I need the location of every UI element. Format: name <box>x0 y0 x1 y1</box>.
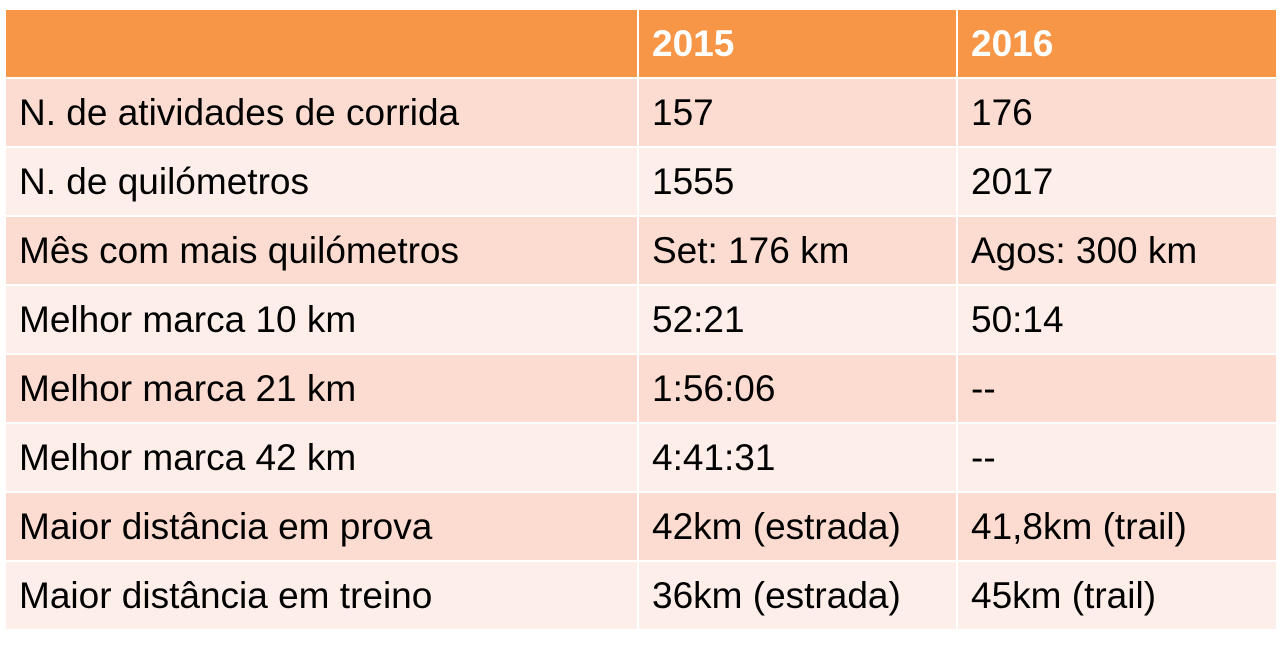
cell-2016: 45km (trail) <box>956 560 1278 631</box>
row-label: Mês com mais quilómetros <box>4 215 639 286</box>
row-label: Maior distância em prova <box>4 491 639 562</box>
running-stats-table: 2015 2016 N. de atividades de corrida 15… <box>4 8 1278 631</box>
cell-2016: -- <box>956 422 1278 493</box>
cell-2015: 52:21 <box>637 284 958 355</box>
cell-2015: 36km (estrada) <box>637 560 958 631</box>
cell-2016: 41,8km (trail) <box>956 491 1278 562</box>
row-label: Melhor marca 21 km <box>4 353 639 424</box>
table-row: Maior distância em prova 42km (estrada) … <box>4 491 1278 562</box>
cell-2015: Set: 176 km <box>637 215 958 286</box>
row-label: N. de quilómetros <box>4 146 639 217</box>
table-row: Mês com mais quilómetros Set: 176 km Ago… <box>4 215 1278 286</box>
row-label: Melhor marca 42 km <box>4 422 639 493</box>
table-row: Melhor marca 10 km 52:21 50:14 <box>4 284 1278 355</box>
table-row: N. de atividades de corrida 157 176 <box>4 77 1278 148</box>
cell-2015: 1555 <box>637 146 958 217</box>
row-label: Maior distância em treino <box>4 560 639 631</box>
cell-2016: 2017 <box>956 146 1278 217</box>
table-row: N. de quilómetros 1555 2017 <box>4 146 1278 217</box>
cell-2015: 4:41:31 <box>637 422 958 493</box>
cell-2016: Agos: 300 km <box>956 215 1278 286</box>
cell-2015: 42km (estrada) <box>637 491 958 562</box>
cell-2016: 50:14 <box>956 284 1278 355</box>
header-cell-2016: 2016 <box>956 8 1278 79</box>
cell-2016: -- <box>956 353 1278 424</box>
table-row: Maior distância em treino 36km (estrada)… <box>4 560 1278 631</box>
cell-2015: 1:56:06 <box>637 353 958 424</box>
cell-2016: 176 <box>956 77 1278 148</box>
header-cell-2015: 2015 <box>637 8 958 79</box>
row-label: N. de atividades de corrida <box>4 77 639 148</box>
row-label: Melhor marca 10 km <box>4 284 639 355</box>
header-cell-empty <box>4 8 639 79</box>
table-row: Melhor marca 42 km 4:41:31 -- <box>4 422 1278 493</box>
cell-2015: 157 <box>637 77 958 148</box>
table-row: Melhor marca 21 km 1:56:06 -- <box>4 353 1278 424</box>
header-row: 2015 2016 <box>4 8 1278 79</box>
